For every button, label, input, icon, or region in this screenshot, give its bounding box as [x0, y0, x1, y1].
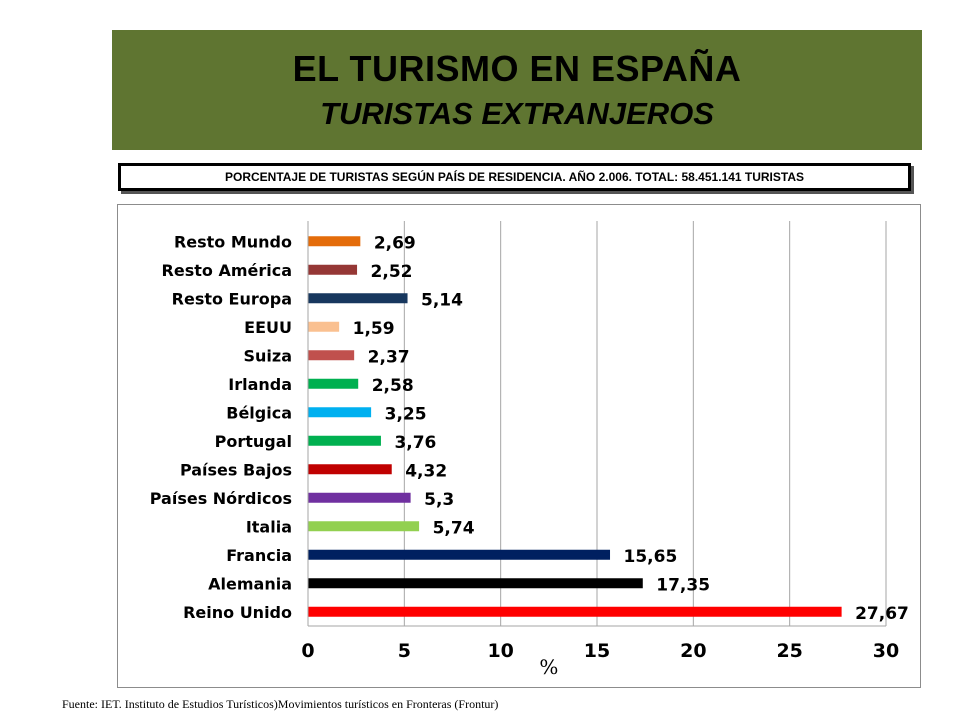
bar-belgica: [308, 407, 372, 418]
category-label-suiza: Suiza: [243, 346, 292, 365]
category-label-alemania: Alemania: [208, 574, 292, 593]
x-tick-label-15: 15: [584, 640, 610, 662]
source-note: Fuente: IET. Instituto de Estudios Turís…: [62, 697, 499, 711]
data-label-resto-america: 2,52: [371, 262, 413, 282]
data-label-resto-mundo: 2,69: [374, 233, 416, 253]
data-label-portugal: 3,76: [394, 433, 436, 453]
bar-irlanda: [308, 378, 359, 389]
data-label-resto-europa: 5,14: [421, 290, 463, 310]
data-label-eeuu: 1,59: [353, 319, 395, 339]
category-label-paises-bajos: Países Bajos: [180, 460, 292, 479]
category-label-eeuu: EEUU: [244, 318, 292, 337]
category-label-italia: Italia: [246, 517, 292, 536]
bar-paises-nordicos: [308, 492, 411, 503]
page-subtitle: TURISTAS EXTRANJEROS: [320, 96, 714, 131]
data-label-reino-unido: 27,67: [855, 604, 909, 624]
bar-alemania: [308, 578, 643, 589]
x-tick-label-30: 30: [873, 640, 899, 662]
bar-reino-unido: [308, 606, 842, 617]
bar-suiza: [308, 350, 355, 361]
category-label-portugal: Portugal: [215, 432, 292, 451]
chart-area: 0 5 10 15 20 25 30% Resto Mundo 2,69 Resto Améric…: [117, 204, 921, 688]
data-label-alemania: 17,35: [656, 575, 710, 595]
bar-resto-mundo: [308, 236, 361, 247]
bar-eeuu: [308, 321, 340, 332]
category-label-resto-mundo: Resto Mundo: [174, 232, 292, 251]
data-label-francia: 15,65: [624, 547, 678, 567]
chart-caption: PORCENTAJE DE TURISTAS SEGÚN PAÍS DE RES…: [118, 163, 911, 191]
page-title: EL TURISMO EN ESPAÑA: [292, 48, 742, 89]
category-label-paises-nordicos: Países Nórdicos: [150, 489, 292, 508]
x-tick-label-25: 25: [776, 640, 802, 662]
data-label-paises-bajos: 4,32: [405, 461, 447, 481]
data-label-belgica: 3,25: [385, 404, 427, 424]
data-label-italia: 5,74: [433, 518, 475, 538]
x-tick-label-10: 10: [487, 640, 513, 662]
data-label-suiza: 2,37: [368, 347, 410, 367]
title-banner: EL TURISMO EN ESPAÑA TURISTAS EXTRANJERO…: [112, 30, 922, 150]
bar-paises-bajos: [308, 464, 392, 475]
bar-resto-america: [308, 264, 358, 275]
bar-chart: 0 5 10 15 20 25 30% Resto Mundo 2,69 Resto Améric…: [150, 221, 909, 679]
category-label-belgica: Bélgica: [226, 403, 292, 422]
category-label-resto-europa: Resto Europa: [172, 289, 292, 308]
bar-italia: [308, 521, 420, 532]
category-label-irlanda: Irlanda: [228, 375, 292, 394]
data-label-irlanda: 2,58: [372, 376, 414, 396]
category-label-resto-america: Resto América: [162, 261, 292, 280]
x-axis-label: %: [539, 655, 558, 679]
bar-resto-europa: [308, 293, 408, 304]
bar-francia: [308, 549, 611, 560]
data-label-paises-nordicos: 5,3: [424, 490, 454, 510]
x-tick-label-20: 20: [680, 640, 706, 662]
x-tick-label-5: 5: [398, 640, 411, 662]
category-label-reino-unido: Reino Unido: [183, 603, 292, 622]
bar-portugal: [308, 435, 381, 446]
x-tick-label-0: 0: [301, 640, 314, 662]
category-label-francia: Francia: [226, 546, 292, 565]
